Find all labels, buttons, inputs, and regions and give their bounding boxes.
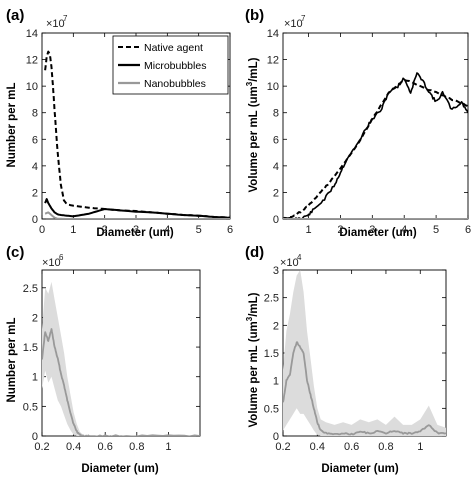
y-tick-label: 1 (273, 376, 279, 388)
panel-label-d: (d) (245, 244, 264, 261)
svg-text:×10: ×10 (280, 257, 299, 269)
y-tick-label: 2 (273, 187, 279, 199)
y-exponent-c: ×10 6 (42, 253, 64, 269)
x-tick-label: 4 (401, 224, 407, 236)
y-tick-label: 2.5 (264, 293, 279, 305)
y-tick-label: 3 (273, 265, 279, 277)
x-tick-label: 1 (70, 224, 76, 236)
y-exponent-b: ×10 7 (284, 14, 306, 30)
x-tick-label: 3 (369, 224, 375, 236)
series-line-nanobubbles (42, 328, 200, 436)
y-axis-label-a: Number per mL (6, 83, 18, 168)
x-tick-label: 0.2 (275, 441, 290, 453)
legend-nano: Nanobubbles (144, 78, 206, 90)
y-tick-label: 2.5 (23, 283, 38, 295)
x-tick-label: 1 (165, 441, 171, 453)
panel-d: ×10 4 Volume per mL (um3/mL) Diameter (u… (245, 253, 447, 475)
y-tick-label: 2 (273, 320, 279, 332)
svg-text:4: 4 (297, 253, 302, 262)
legend: Native agent Microbubbles Nanobubbles (112, 35, 229, 95)
x-tick-label: 5 (196, 224, 202, 236)
svg-text:×10: ×10 (46, 18, 65, 30)
svg-text:6: 6 (59, 253, 64, 262)
x-axis-label-b: Diameter (um) (339, 227, 416, 239)
plot-area-d: 0.2 0.4 0.6 0.8 1 0 0.5 1 1.5 2 2.5 3 (264, 265, 447, 453)
panel-label-a: (a) (6, 7, 24, 24)
x-tick-label: 1 (417, 441, 423, 453)
y-exponent-d: ×10 4 (280, 253, 302, 269)
x-tick-label: 0.8 (378, 441, 393, 453)
legend-native: Native agent (144, 42, 203, 54)
svg-text:×10: ×10 (42, 257, 61, 269)
y-tick-label: 0 (273, 214, 279, 226)
y-tick-label: 2 (32, 312, 38, 324)
series-line-microbubbles (44, 198, 230, 219)
y-tick-label: 8 (32, 108, 38, 120)
x-tick-label: 6 (465, 224, 471, 236)
x-tick-label: 0.4 (310, 441, 325, 453)
y-tick-label: 4 (32, 161, 38, 173)
y-tick-label: 6 (32, 134, 38, 146)
svg-text:7: 7 (301, 14, 306, 23)
y-tick-label: 10 (26, 81, 38, 93)
x-tick-label: 0.6 (98, 441, 113, 453)
series-line-native-agent (283, 78, 468, 219)
y-tick-label: 8 (273, 108, 279, 120)
x-tick-label: 0.4 (66, 441, 81, 453)
y-tick-label: 1.5 (264, 348, 279, 360)
y-axis-label-c: Number per mL (6, 318, 18, 403)
x-tick-label: 5 (433, 224, 439, 236)
y-tick-label: 0.5 (264, 403, 279, 415)
series-line-microbubbles (283, 72, 468, 219)
y-axis-label-b: Volume per mL (um3/mL) (245, 57, 260, 192)
y-axis-label-d: Volume per mL (um3/mL) (245, 292, 260, 427)
y-tick-label: 12 (26, 55, 38, 67)
svg-text:7: 7 (63, 14, 68, 23)
x-tick-label: 0.2 (34, 441, 49, 453)
error-band (42, 281, 200, 436)
y-tick-label: 0 (273, 431, 279, 443)
x-tick-label: 1 (305, 224, 311, 236)
series-line-nanobubbles (283, 341, 446, 436)
y-tick-label: 0 (32, 214, 38, 226)
x-tick-label: 2 (102, 224, 108, 236)
y-tick-label: 14 (26, 28, 38, 40)
x-tick-label: 0.8 (129, 441, 144, 453)
panel-label-c: (c) (6, 244, 24, 261)
axes-box (282, 32, 469, 220)
plot-area-c: 0.2 0.4 0.6 0.8 1 0 0.5 1 1.5 2 2.5 (23, 269, 201, 453)
series-line-nanobubbles (44, 211, 230, 219)
x-axis-label-d: Diameter (um) (321, 463, 398, 475)
x-tick-label: 3 (133, 224, 139, 236)
y-tick-label: 1.5 (23, 342, 38, 354)
x-tick-label: 4 (164, 224, 170, 236)
x-tick-label: 6 (227, 224, 233, 236)
x-tick-label: 0 (39, 224, 45, 236)
panel-label-b: (b) (245, 7, 264, 24)
y-tick-label: 10 (267, 81, 279, 93)
x-tick-label: 2 (337, 224, 343, 236)
y-tick-label: 0 (32, 431, 38, 443)
y-tick-label: 1 (32, 372, 38, 384)
y-exponent-a: ×10 7 (46, 14, 68, 30)
error-band (283, 270, 446, 436)
panel-b: ×10 7 Volume per mL (um3/mL) Diameter (u… (245, 14, 471, 239)
y-tick-label: 14 (267, 28, 279, 40)
legend-micro: Microbubbles (144, 60, 206, 72)
y-tick-label: 12 (267, 55, 279, 67)
x-axis-label-c: Diameter (um) (81, 463, 158, 475)
y-tick-label: 4 (273, 161, 279, 173)
y-tick-label: 2 (32, 187, 38, 199)
x-tick-label: 0.6 (344, 441, 359, 453)
x-axis-label-a: Diameter (um) (96, 227, 173, 239)
svg-text:×10: ×10 (284, 18, 303, 30)
y-tick-label: 0.5 (23, 401, 38, 413)
y-tick-label: 6 (273, 134, 279, 146)
panel-c: ×10 6 Number per mL Diameter (um) 0.2 0.4… (6, 253, 201, 475)
